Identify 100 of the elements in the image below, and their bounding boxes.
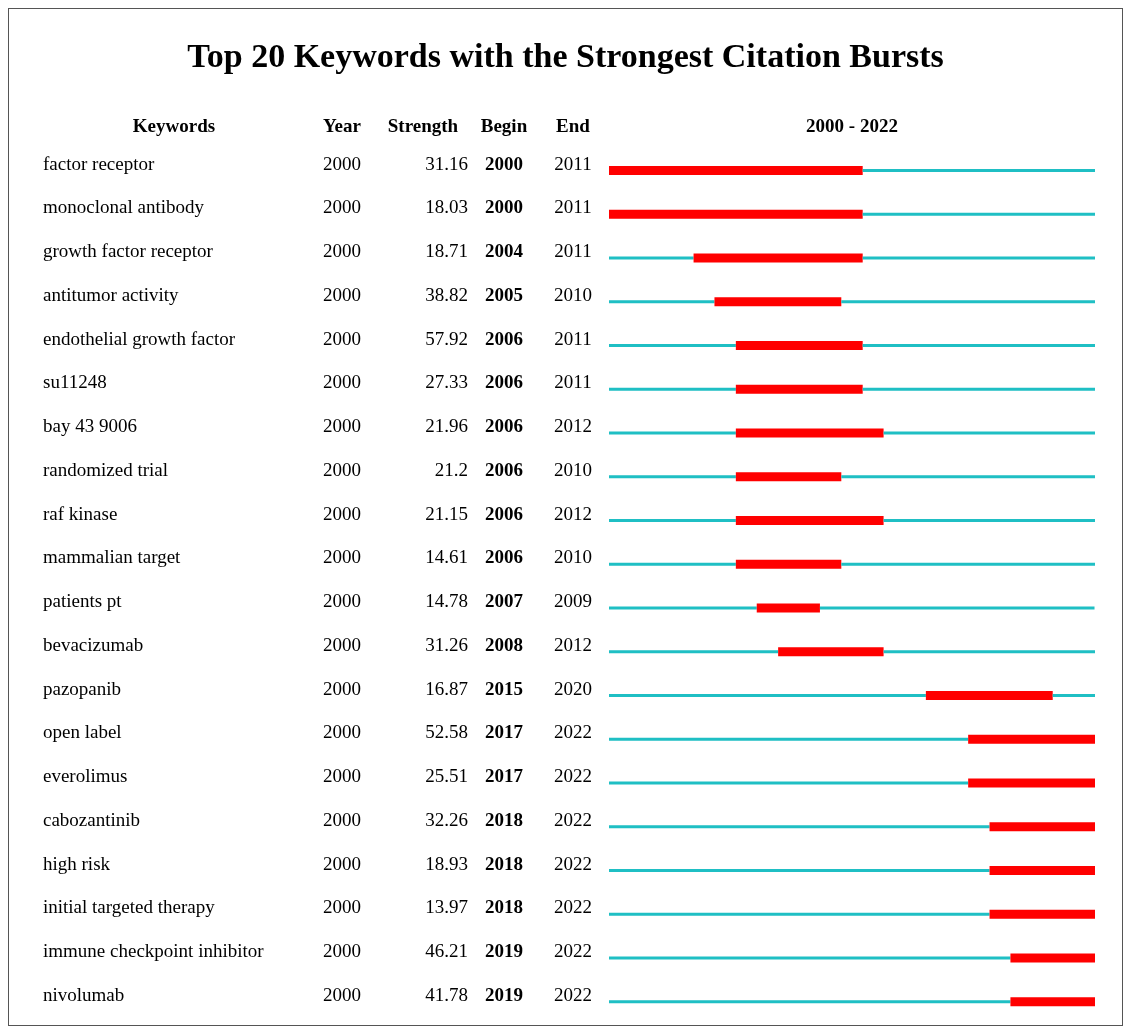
text: 2000 <box>485 196 523 218</box>
text: 27.33 <box>425 371 468 393</box>
y-tick-label: randomized trial <box>43 458 169 480</box>
text: 2000 <box>323 283 361 305</box>
text: 57.92 <box>425 327 468 349</box>
text: 2007 <box>485 590 524 612</box>
bar <box>609 737 969 741</box>
text: 16.87 <box>425 677 468 699</box>
text: 21.96 <box>425 415 468 437</box>
bar <box>735 341 863 350</box>
y-tick-label: high risk <box>43 852 111 874</box>
bar <box>862 212 1095 216</box>
text: 2010 <box>554 458 592 480</box>
bar <box>925 691 1053 700</box>
bar <box>609 825 990 829</box>
bar <box>609 912 990 916</box>
text: 2000 <box>323 896 361 918</box>
y-tick-label: antitumor activity <box>43 283 180 305</box>
y-tick-label: endothelial growth factor <box>43 327 236 349</box>
bar <box>609 344 736 347</box>
text: 2022 <box>554 765 592 787</box>
text: 2022 <box>554 983 592 1005</box>
text: 2000 <box>323 852 361 874</box>
text: 2020 <box>554 677 592 699</box>
text: Year <box>323 115 361 136</box>
text: 18.71 <box>425 240 468 262</box>
bar <box>609 431 736 435</box>
text: 2011 <box>554 327 592 349</box>
text: 25.51 <box>425 765 468 787</box>
bar <box>989 822 1095 832</box>
text: 2006 <box>485 415 523 437</box>
text: 2010 <box>554 546 592 568</box>
text: 2000 <box>323 415 361 437</box>
bar <box>968 778 1095 788</box>
bar <box>735 428 884 438</box>
y-tick-label: bay 43 9006 <box>43 415 137 437</box>
bar <box>841 300 1095 304</box>
y-tick-label: monoclonal antibody <box>43 196 205 218</box>
bar <box>841 475 1095 479</box>
y-tick-label: su11248 <box>43 371 107 393</box>
bar <box>609 1000 1011 1004</box>
text: 2012 <box>554 415 592 437</box>
text: 2000 <box>323 808 361 830</box>
text: 2000 <box>323 765 361 787</box>
text: 2005 <box>485 283 523 305</box>
text: 32.26 <box>425 808 468 830</box>
text: 2000 - 2022 <box>805 115 899 137</box>
text: Strength <box>387 115 459 136</box>
text: 2000 <box>323 196 361 218</box>
text: 2022 <box>554 808 592 830</box>
text: 2011 <box>554 152 592 174</box>
bar <box>609 166 863 175</box>
text: 21.2 <box>434 458 468 480</box>
text: 31.26 <box>425 633 468 655</box>
text: 2017 <box>485 721 524 743</box>
bar <box>989 909 1095 919</box>
y-tick-label: factor receptor <box>43 152 155 174</box>
bar <box>1010 953 1095 963</box>
bar <box>883 650 1095 654</box>
y-tick-label: mammalian target <box>43 546 182 568</box>
y-tick-label: growth factor receptor <box>43 240 214 262</box>
text: 2018 <box>485 808 523 830</box>
bar <box>862 256 1095 260</box>
text: 2022 <box>554 940 592 962</box>
text: 14.61 <box>425 546 468 568</box>
text: 2006 <box>485 458 523 480</box>
bar <box>883 431 1095 435</box>
y-tick-label: nivolumab <box>43 983 125 1005</box>
bar <box>609 256 694 260</box>
bar <box>989 866 1095 875</box>
bar <box>609 209 863 219</box>
text: Begin <box>480 115 528 136</box>
text: 46.21 <box>425 940 468 962</box>
y-tick-label: bevacizumab <box>43 633 144 655</box>
text: 2000 <box>323 240 361 262</box>
bar <box>862 344 1095 347</box>
y-tick-label: cabozantinib <box>43 808 141 830</box>
y-tick-label: open label <box>43 721 122 743</box>
chart-title: Top 20 Keywords with the Strongest Citation Bursts <box>186 37 945 75</box>
y-tick-label: everolimus <box>43 765 128 787</box>
text: 2011 <box>554 196 592 218</box>
text: 13.97 <box>425 896 468 918</box>
text: 2022 <box>554 896 592 918</box>
text: 2010 <box>554 283 592 305</box>
bar <box>609 956 1011 960</box>
bar <box>819 606 1095 610</box>
text: 2006 <box>485 502 523 524</box>
text: 2000 <box>323 940 361 962</box>
text: 2000 <box>323 590 361 612</box>
text: 2004 <box>485 240 524 262</box>
text: 2012 <box>554 502 592 524</box>
text: 2015 <box>485 677 523 699</box>
text: 2018 <box>485 896 523 918</box>
text: 2006 <box>485 546 523 568</box>
text: 2006 <box>485 327 523 349</box>
text: 2011 <box>554 371 592 393</box>
text: 31.16 <box>425 152 468 174</box>
bar <box>862 169 1095 172</box>
text: 2011 <box>554 240 592 262</box>
text: 2000 <box>485 152 523 174</box>
